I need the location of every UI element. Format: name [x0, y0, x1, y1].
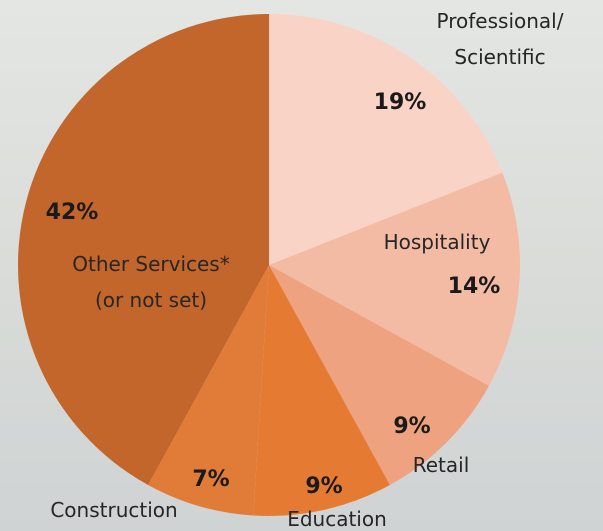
- value-label: 14%: [448, 274, 501, 299]
- slice-label-line: Professional/: [437, 9, 564, 33]
- slice-label-line: Scientific: [454, 45, 545, 69]
- value-label: 19%: [374, 90, 427, 115]
- value-label: 9%: [393, 414, 430, 439]
- slice-label: Retail: [413, 453, 470, 477]
- value-label: 7%: [192, 467, 229, 492]
- slice-label: Education: [287, 507, 387, 531]
- slice-label-line: Hospitality: [384, 230, 491, 254]
- slice-label: Hospitality: [384, 230, 491, 254]
- slice-label: Construction: [50, 498, 177, 522]
- slice-label-line: Other Services*: [72, 252, 229, 276]
- slice-label-line: Construction: [50, 498, 177, 522]
- value-label: 42%: [46, 200, 99, 225]
- slice-label-line: (or not set): [95, 288, 207, 312]
- slice-label-line: Retail: [413, 453, 470, 477]
- value-label: 9%: [305, 474, 342, 499]
- chart: Professional/Scientific 19% Hospitality 14%…: [0, 0, 603, 531]
- slice-label-line: Education: [287, 507, 387, 531]
- page: Professional/Scientific 19% Hospitality 14%…: [0, 0, 603, 531]
